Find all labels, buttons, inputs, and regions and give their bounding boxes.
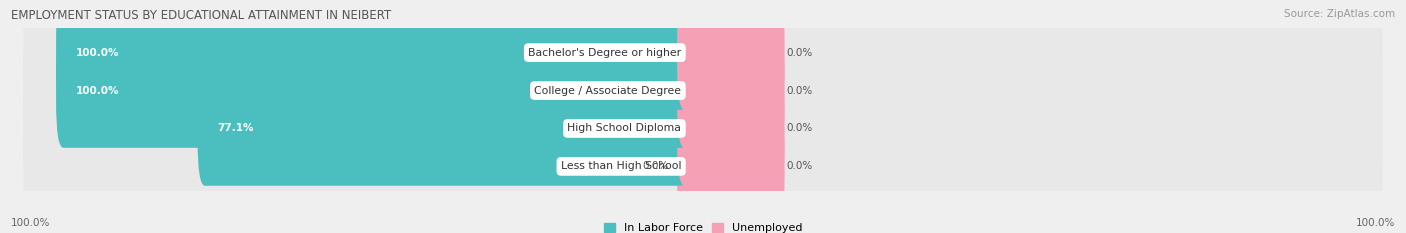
FancyBboxPatch shape xyxy=(678,109,785,224)
FancyBboxPatch shape xyxy=(56,0,689,110)
Text: 100.0%: 100.0% xyxy=(11,218,51,228)
Text: 0.0%: 0.0% xyxy=(786,48,813,58)
FancyBboxPatch shape xyxy=(56,33,689,148)
Text: Less than High School: Less than High School xyxy=(561,161,682,171)
FancyBboxPatch shape xyxy=(24,18,1382,163)
FancyBboxPatch shape xyxy=(24,94,1382,233)
Text: Source: ZipAtlas.com: Source: ZipAtlas.com xyxy=(1284,9,1395,19)
FancyBboxPatch shape xyxy=(678,71,785,186)
Text: 0.0%: 0.0% xyxy=(786,123,813,134)
Text: High School Diploma: High School Diploma xyxy=(568,123,682,134)
FancyBboxPatch shape xyxy=(678,0,785,110)
Text: 77.1%: 77.1% xyxy=(218,123,254,134)
FancyBboxPatch shape xyxy=(678,33,785,148)
Text: 0.0%: 0.0% xyxy=(643,161,669,171)
Text: 100.0%: 100.0% xyxy=(76,48,120,58)
Text: 0.0%: 0.0% xyxy=(786,161,813,171)
FancyBboxPatch shape xyxy=(24,56,1382,201)
FancyBboxPatch shape xyxy=(24,0,1382,125)
Text: 100.0%: 100.0% xyxy=(1355,218,1395,228)
Text: College / Associate Degree: College / Associate Degree xyxy=(534,86,682,96)
FancyBboxPatch shape xyxy=(198,71,689,186)
Text: EMPLOYMENT STATUS BY EDUCATIONAL ATTAINMENT IN NEIBERT: EMPLOYMENT STATUS BY EDUCATIONAL ATTAINM… xyxy=(11,9,391,22)
Text: Bachelor's Degree or higher: Bachelor's Degree or higher xyxy=(529,48,682,58)
Text: 100.0%: 100.0% xyxy=(76,86,120,96)
Text: 0.0%: 0.0% xyxy=(786,86,813,96)
Legend: In Labor Force, Unemployed: In Labor Force, Unemployed xyxy=(599,219,807,233)
